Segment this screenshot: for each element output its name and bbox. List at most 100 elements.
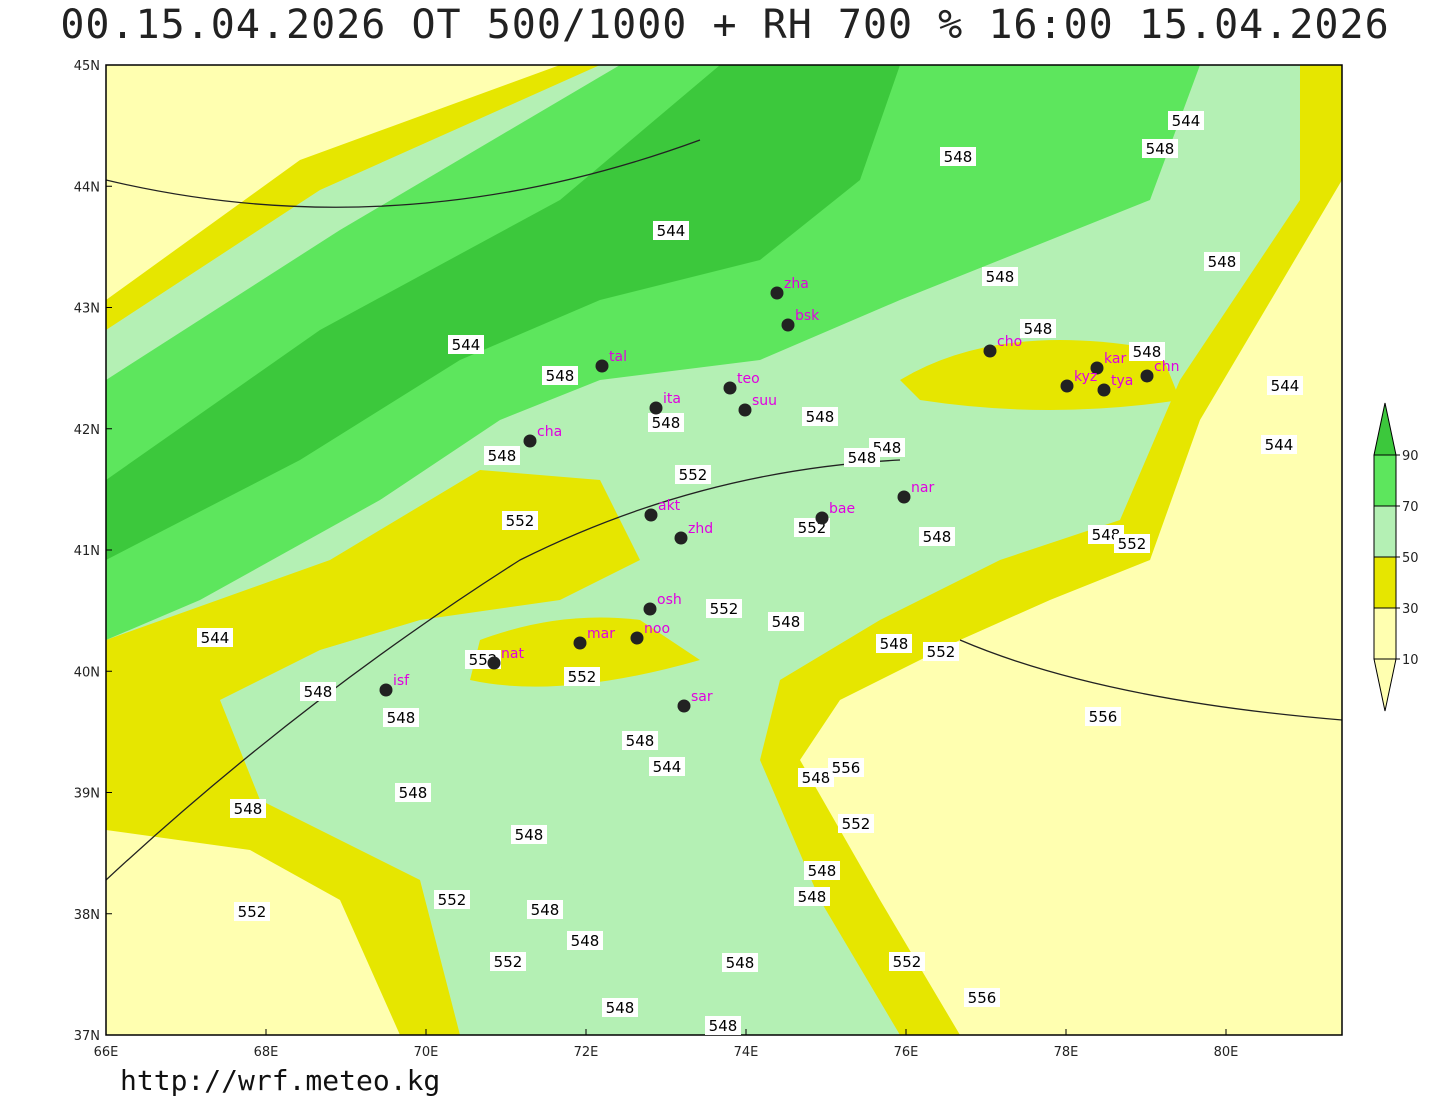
lon-tick-label: 74E (734, 1045, 759, 1060)
lon-tick-label: 70E (414, 1045, 439, 1060)
contour-label: 556 (1089, 708, 1118, 726)
contour-label: 548 (1208, 253, 1237, 271)
contour-label: 544 (201, 629, 230, 647)
colorbar-segment (1373, 505, 1397, 558)
contour-label-bg (383, 708, 419, 727)
station-label: isf (393, 673, 410, 689)
lat-tick-label: 45N (74, 59, 100, 74)
station-dot (1140, 369, 1154, 383)
lon-tick-label: 68E (254, 1045, 279, 1060)
contour-label-bg (794, 887, 830, 906)
contour-label-bg (1129, 342, 1165, 361)
station-label: ita (663, 391, 681, 407)
contour-label: 548 (880, 635, 909, 653)
contour-label: 544 (1265, 436, 1294, 454)
contour-label: 548 (798, 888, 827, 906)
colorbar-cap (1373, 402, 1397, 456)
contour-label-bg (802, 407, 838, 426)
colorbar-cap (1373, 658, 1397, 712)
contour-label: 544 (653, 758, 682, 776)
contour-label: 548 (531, 901, 560, 919)
contour-label-bg (622, 731, 658, 750)
contour-label: 548 (515, 826, 544, 844)
contour-label: 548 (1146, 140, 1175, 158)
contour-label: 548 (709, 1017, 738, 1035)
contour-label: 552 (494, 953, 523, 971)
contour-label-bg (923, 642, 959, 661)
lat-tick-label: 39N (74, 787, 100, 802)
colorbar-label: 70 (1402, 500, 1419, 515)
lat-tick-label: 37N (74, 1029, 100, 1044)
contour-label-bg (1204, 252, 1240, 271)
contour-label: 552 (1118, 535, 1147, 553)
colorbar-segment (1373, 607, 1397, 660)
contour-label: 548 (387, 709, 416, 727)
contour-label-bg (527, 900, 563, 919)
station-dot (523, 434, 537, 448)
contour-label-bg (919, 527, 955, 546)
station-dot (723, 381, 737, 395)
contour-label: 548 (923, 528, 952, 546)
contour-label: 548 (802, 769, 831, 787)
lon-tick-label: 66E (94, 1045, 119, 1060)
station-dot (781, 318, 795, 332)
lon-tick-label: 80E (1214, 1045, 1239, 1060)
contour-label-bg (964, 988, 1000, 1007)
lat-tick-label: 38N (74, 908, 100, 923)
station-label: kar (1104, 351, 1126, 367)
station-label: nar (911, 480, 934, 496)
contour-label: 548 (1092, 526, 1121, 544)
colorbar-segment (1373, 454, 1397, 507)
station-dot (1097, 383, 1111, 397)
contour-label-bg (602, 998, 638, 1017)
contour-label-bg (511, 825, 547, 844)
station-label: kyz (1074, 369, 1097, 385)
contour-label: 552 (238, 903, 267, 921)
colorbar-segment (1373, 556, 1397, 609)
contour-label-bg (706, 599, 742, 618)
lon-tick-label: 76E (894, 1045, 919, 1060)
lat-tick-label: 41N (74, 544, 100, 559)
lat-tick-label: 44N (74, 180, 100, 195)
station-dot (770, 286, 784, 300)
station-label: akt (658, 498, 681, 514)
station-dot (573, 636, 587, 650)
contour-label-bg (804, 861, 840, 880)
lon-tick-label: 78E (1054, 1045, 1079, 1060)
contour-label: 544 (1172, 112, 1201, 130)
colorbar-label: 90 (1402, 449, 1419, 464)
contour-label: 548 (808, 862, 837, 880)
contour-label: 548 (986, 268, 1015, 286)
station-label: bae (829, 501, 855, 517)
station-label: tya (1111, 373, 1133, 389)
station-dot (649, 401, 663, 415)
contour-label: 544 (452, 336, 481, 354)
contour-label: 556 (832, 759, 861, 777)
contour-label-bg (982, 267, 1018, 286)
contour-label-bg (230, 799, 266, 818)
contour-label-bg (490, 952, 526, 971)
contour-label-bg (1085, 707, 1121, 726)
rh-field (106, 65, 1342, 1035)
station-label: cho (997, 334, 1022, 350)
contour-label-bg (564, 667, 600, 686)
contour-label: 548 (606, 999, 635, 1017)
contour-label-bg (876, 634, 912, 653)
contour-label-bg (798, 768, 834, 787)
contour-label: 556 (968, 989, 997, 1007)
contour-label-bg (448, 335, 484, 354)
contour-label: 552 (927, 643, 956, 661)
contour-label: 552 (893, 953, 922, 971)
contour-label-bg (300, 682, 336, 701)
contour-label-bg (1142, 139, 1178, 158)
contour-label-bg (768, 612, 804, 631)
contour-label: 548 (726, 954, 755, 972)
contour-label-bg (649, 757, 685, 776)
contour-label-bg (722, 953, 758, 972)
contour-label: 548 (772, 613, 801, 631)
contour-label: 548 (571, 932, 600, 950)
contour-label: 544 (1271, 377, 1300, 395)
station-dot (738, 403, 752, 417)
contour-label: 548 (652, 414, 681, 432)
